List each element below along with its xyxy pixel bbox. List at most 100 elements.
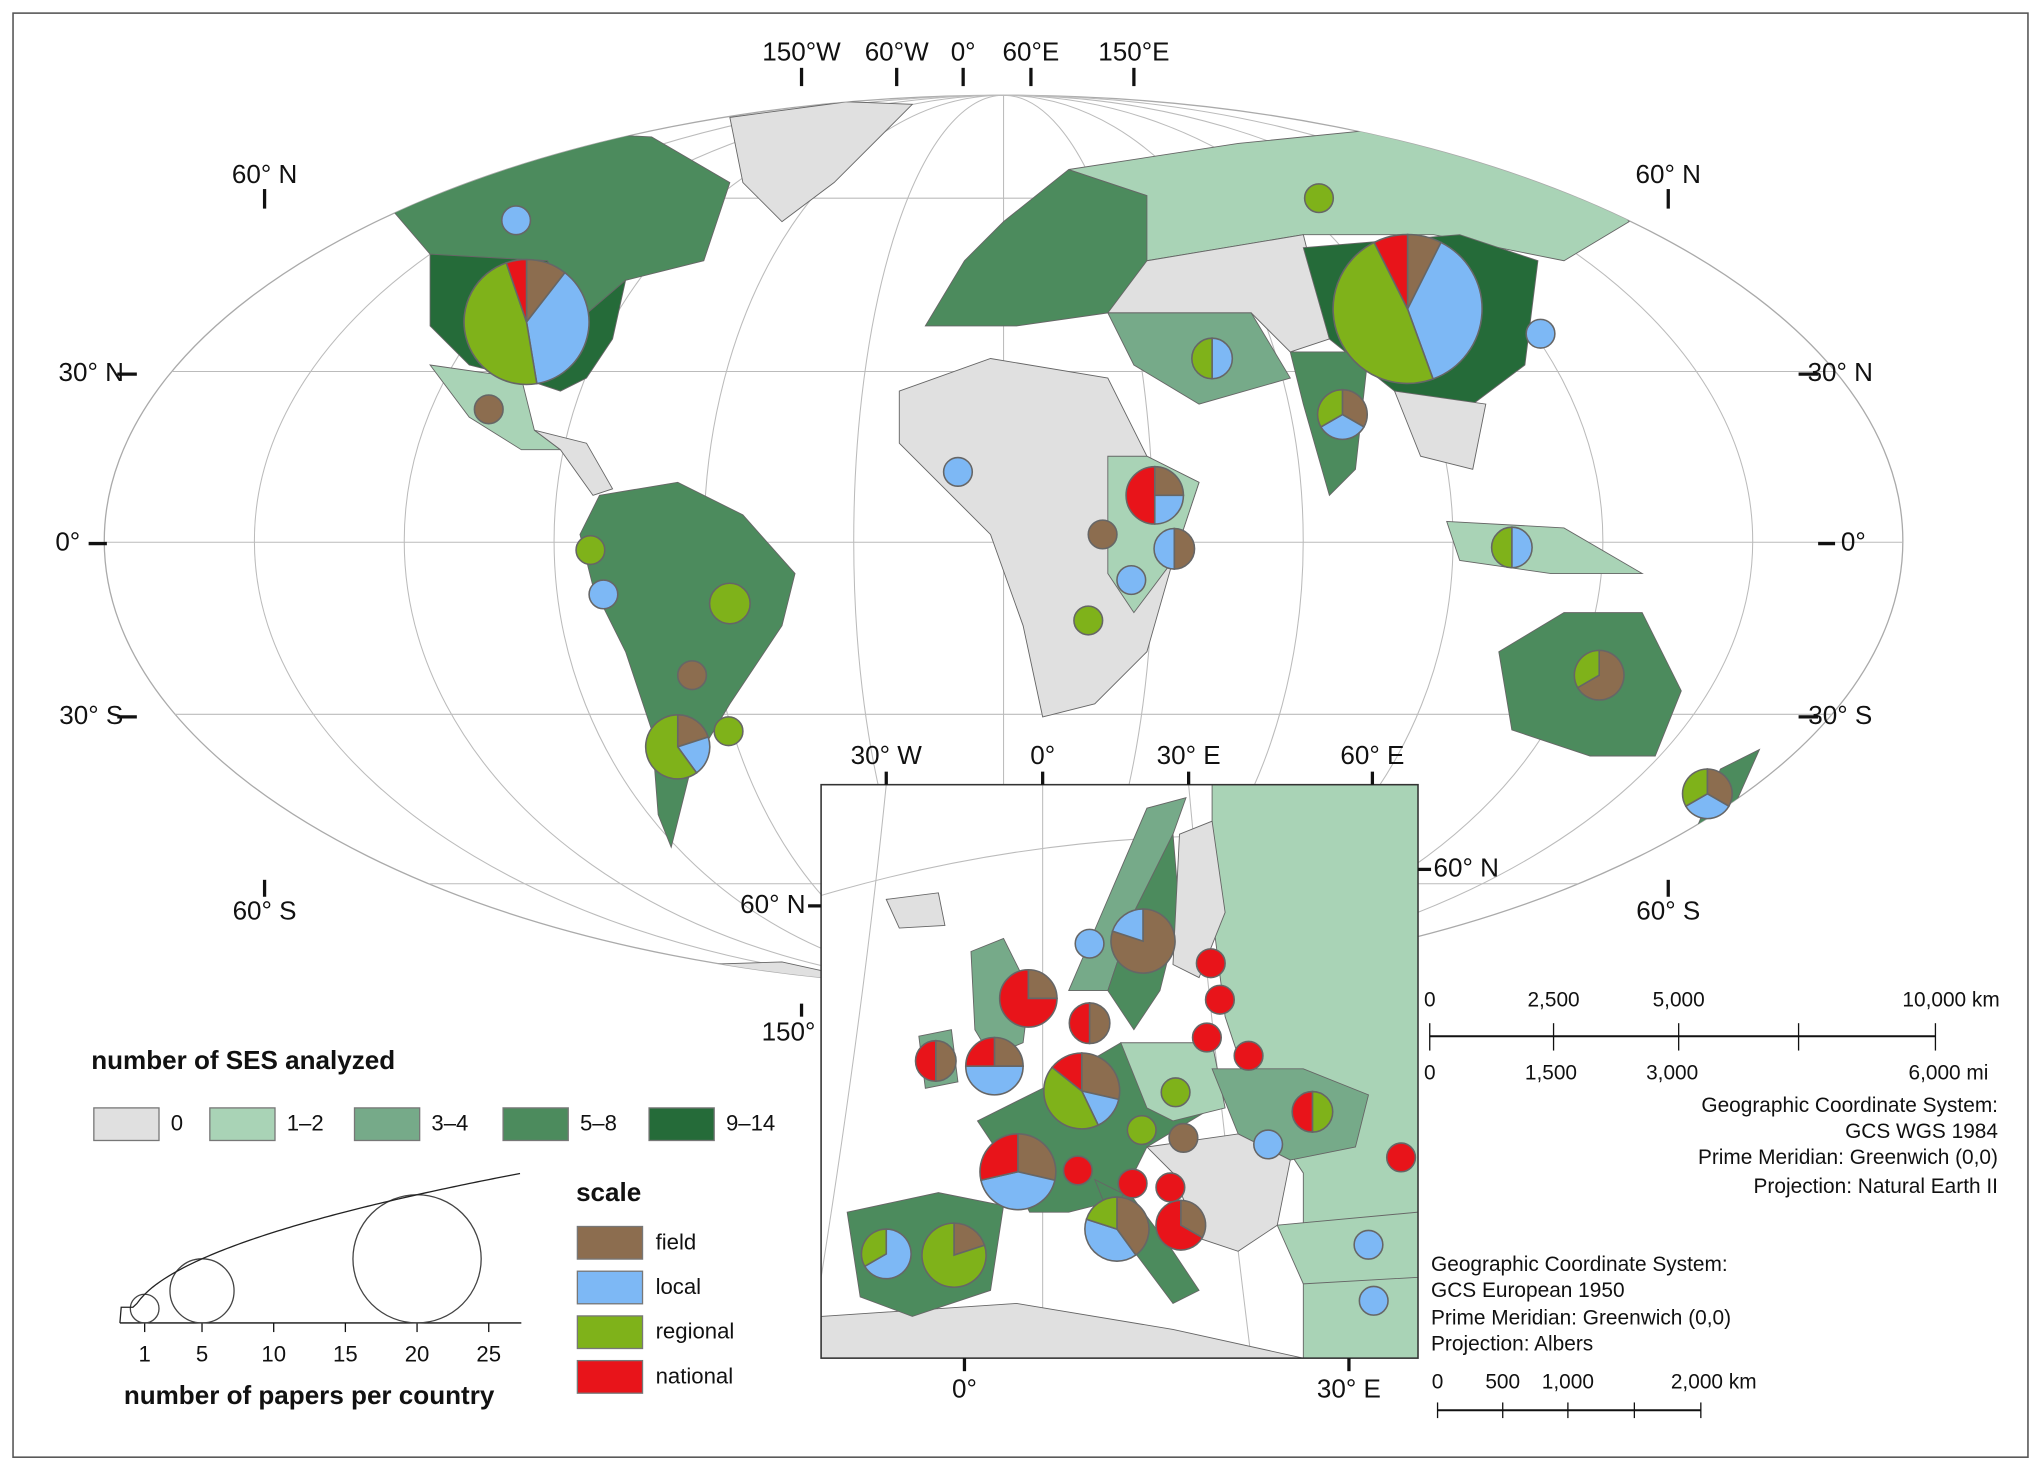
pie-slice — [644, 714, 698, 780]
pie-slice — [921, 1222, 987, 1289]
legend-swatch — [576, 1359, 644, 1394]
projection-text: Prime Meridian: Greenwich (0,0) — [1698, 1146, 1998, 1169]
pie — [676, 660, 708, 691]
pie — [1332, 233, 1483, 385]
projection-text: GCS WGS 1984 — [1845, 1120, 1998, 1143]
scalebar-label: 10,000 km — [1902, 989, 1999, 1012]
country — [898, 358, 1200, 718]
pie — [979, 1133, 1057, 1211]
pie — [1191, 337, 1233, 380]
pie — [575, 534, 606, 566]
latitude-label: 60° N — [232, 159, 297, 189]
scalebar-label: 5,000 — [1653, 989, 1705, 1012]
pie — [1191, 1022, 1222, 1053]
pie — [713, 716, 744, 747]
pie — [1681, 768, 1733, 820]
pie — [1316, 388, 1369, 441]
pie-slice — [1525, 318, 1556, 349]
pie-slice — [1087, 519, 1118, 550]
latitude-label: 0° — [1841, 526, 1866, 556]
projection-text: Projection: Natural Earth II — [1754, 1175, 1998, 1198]
pie — [1160, 1077, 1191, 1108]
pie-slice — [1319, 413, 1365, 441]
pie-slice — [863, 1228, 912, 1280]
inset-latitude-label: 60° N — [1434, 852, 1499, 882]
pie-slice — [1303, 183, 1335, 214]
pie-slice — [1088, 1002, 1111, 1045]
pie-slice — [1160, 1077, 1191, 1108]
pie-slice — [1353, 1229, 1384, 1260]
pie — [500, 205, 532, 236]
pie — [1195, 948, 1226, 979]
pie-slice — [914, 1039, 937, 1083]
pie-slice — [1068, 1002, 1091, 1045]
pie — [1116, 564, 1147, 596]
pie-slice — [463, 261, 538, 386]
legend-label: 3–4 — [431, 1111, 468, 1136]
inset-graticule — [821, 784, 1419, 1359]
pie-slice — [1155, 1199, 1204, 1251]
scalebar-label: 3,000 — [1646, 1062, 1698, 1085]
pie — [1573, 649, 1625, 701]
legend-label: national — [656, 1363, 734, 1388]
pie — [1168, 1122, 1199, 1153]
pie-slice — [1073, 605, 1104, 636]
pie-slice — [1191, 337, 1213, 380]
pie — [473, 394, 504, 425]
pie-slice — [1291, 1090, 1314, 1133]
pie — [1358, 1285, 1389, 1316]
pie — [1084, 1196, 1150, 1262]
pie-slice — [979, 1133, 1019, 1182]
longitude-label: 150°W — [762, 36, 841, 66]
pie-slice — [708, 582, 751, 625]
pie-slice — [1204, 984, 1236, 1015]
pie — [1233, 1040, 1264, 1071]
pie-slice — [1051, 1052, 1083, 1093]
pie-slice — [1316, 388, 1344, 429]
pie-slice — [1155, 1172, 1186, 1203]
legend-label: 5–8 — [580, 1111, 617, 1136]
legend-title: number of SES analyzed — [91, 1045, 395, 1075]
pie-slice — [1358, 1285, 1389, 1316]
pie-slice — [1080, 1052, 1121, 1101]
inset-longitude-label: 60° E — [1340, 740, 1404, 770]
pie-slice — [993, 1036, 1024, 1067]
scalebar-label: 6,000 mi — [1908, 1062, 1988, 1085]
projection-text: Geographic Coordinate System: — [1701, 1094, 1998, 1117]
pie-slice — [979, 1170, 1056, 1211]
pie-slice — [1153, 527, 1176, 570]
pie-slice — [1085, 1196, 1118, 1231]
pie — [921, 1222, 987, 1289]
pie-slice — [1681, 768, 1709, 808]
legend-swatch — [648, 1107, 715, 1142]
pie-slice — [1126, 1114, 1157, 1146]
projection-text: Projection: Albers — [1431, 1333, 1593, 1356]
pie-slice — [505, 258, 528, 323]
pie — [1525, 318, 1556, 349]
pie-slice — [1511, 526, 1533, 569]
latitude-label: 60° S — [1636, 895, 1700, 925]
pie — [998, 968, 1058, 1028]
labels: 150°W 60°W 0° 60°E 150°E 60° N 30° N 0° 30° S 60°… — [55, 36, 2000, 1419]
pie-slice — [676, 660, 708, 691]
pie — [1491, 526, 1533, 569]
pie — [588, 579, 619, 610]
pie-slice — [964, 1065, 1024, 1096]
longitude-label: 0° — [951, 36, 976, 66]
legend-swatch — [353, 1107, 421, 1142]
pie — [860, 1228, 912, 1280]
inset-latitude-label: 60° N — [740, 889, 805, 919]
longitude-label: 60°E — [1003, 36, 1060, 66]
pie-slice — [713, 716, 744, 747]
legend-swatch — [93, 1107, 160, 1142]
country — [1211, 784, 1419, 1359]
legend-label: field — [656, 1229, 697, 1254]
scalebar-label: 1,500 — [1525, 1062, 1577, 1085]
pie — [1291, 1090, 1334, 1133]
pie-slice — [1084, 1218, 1137, 1262]
pie-slice — [1332, 241, 1435, 385]
pie — [1126, 1114, 1157, 1146]
pie — [1303, 183, 1335, 214]
legend-title: number of papers per country — [124, 1380, 495, 1410]
